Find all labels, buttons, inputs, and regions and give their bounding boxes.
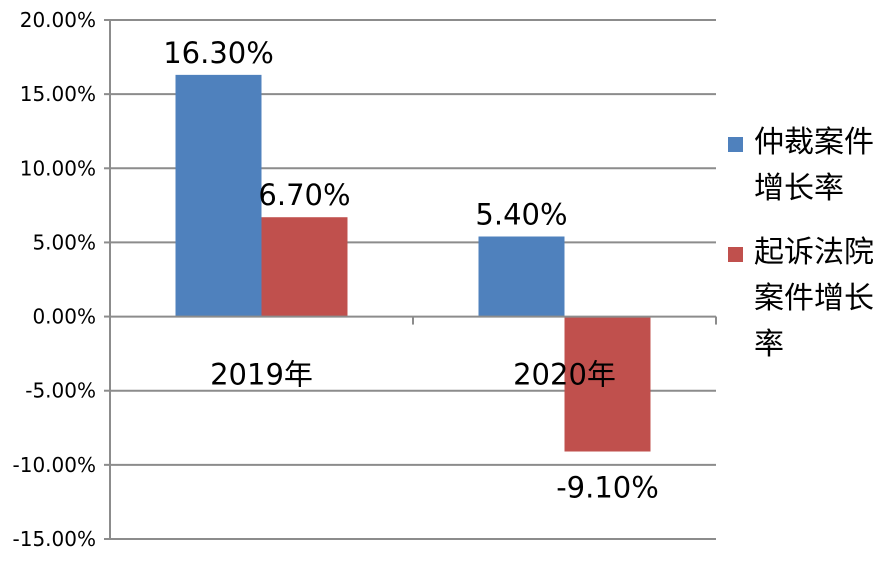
data-label: 6.70%	[258, 178, 350, 212]
y-tick-label: 15.00%	[20, 82, 96, 106]
data-label: 5.40%	[475, 197, 567, 231]
category-label: 2019年	[210, 358, 313, 392]
y-tick-label: 10.00%	[20, 156, 96, 180]
bar	[564, 316, 651, 452]
category-label: 2020年	[513, 358, 616, 392]
legend: 仲裁案件增长率 起诉法院案件增长率	[728, 120, 888, 386]
legend-swatch-arbitration	[728, 137, 743, 152]
y-tick-label: 5.00%	[32, 230, 96, 254]
bar	[478, 236, 565, 317]
data-label: -9.10%	[556, 471, 659, 505]
legend-label-arbitration: 仲裁案件增长率	[754, 125, 874, 206]
y-tick-label: 20.00%	[20, 8, 96, 32]
legend-item-arbitration: 仲裁案件增长率	[728, 120, 888, 212]
bar	[261, 217, 348, 317]
y-tick-label: -10.00%	[13, 453, 96, 477]
bar	[175, 74, 262, 317]
legend-item-court: 起诉法院案件增长率	[728, 230, 888, 368]
y-tick-label: -15.00%	[13, 527, 96, 551]
legend-swatch-court	[728, 247, 743, 262]
legend-label-court: 起诉法院案件增长率	[754, 235, 874, 362]
data-label: 16.30%	[163, 36, 274, 70]
y-tick-label: 0.00%	[32, 305, 96, 329]
y-tick-label: -5.00%	[25, 379, 96, 403]
